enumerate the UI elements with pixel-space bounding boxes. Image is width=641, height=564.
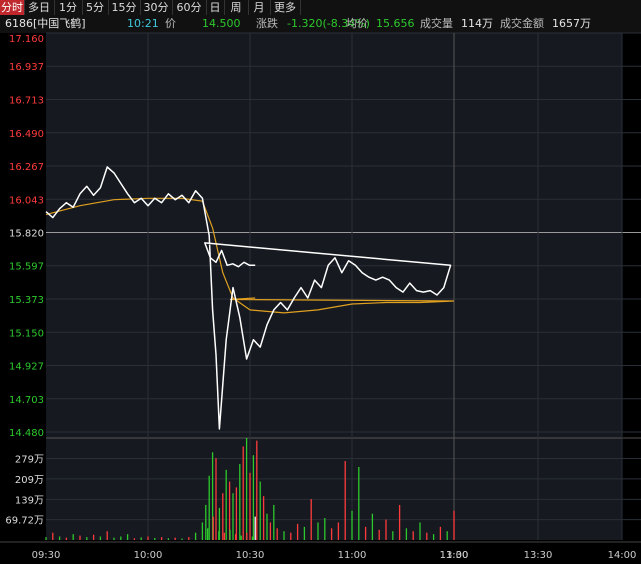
y-tick-label: 15.373: [9, 295, 44, 306]
y-tick-label: 15.150: [9, 328, 44, 339]
x-tick-label: 14:00: [608, 550, 637, 561]
stock-code: 6186: [5, 17, 33, 30]
x-tick-label: 10:30: [236, 550, 265, 561]
tab-0[interactable]: 分时: [0, 0, 25, 15]
x-tick-label: 09:30: [32, 550, 61, 561]
tab-9[interactable]: 月: [248, 0, 271, 15]
tab-5[interactable]: 30分: [140, 0, 173, 15]
y-tick-label: 15.597: [9, 262, 44, 273]
price-label: 价: [165, 17, 176, 30]
turnover-label: 成交金额: [500, 17, 544, 30]
plot-background: [46, 33, 622, 540]
avg-price-value: 15.656: [376, 17, 415, 30]
y-tick-label: 14.480: [9, 428, 44, 439]
y-tick-label: 14.927: [9, 361, 44, 372]
quote-info-bar: 6186 [中国飞鹤] 10:21 价 14.500 涨跌 -1.320(-8.…: [0, 15, 641, 33]
price-line: [45, 166, 452, 430]
y-tick-label: 17.160: [9, 34, 44, 45]
change-value: -1.320(-8.34%): [287, 17, 370, 30]
y-tick-label: 16.267: [9, 162, 44, 173]
tab-1[interactable]: 多日: [24, 0, 55, 15]
y-tick-label: 16.043: [9, 195, 44, 206]
x-tick-label: 11:30: [440, 550, 469, 561]
period-tab-bar: 分时 多日 1分 5分 15分 30分 60分日周月更多: [0, 0, 641, 16]
volume-label: 成交量: [420, 17, 453, 30]
change-label: 涨跌: [256, 17, 278, 30]
tab-3[interactable]: 5分: [82, 0, 109, 15]
stock-name: [中国飞鹤]: [33, 17, 86, 30]
x-tick-label: 11:00: [338, 550, 367, 561]
avg-price-label: 均价: [346, 17, 368, 30]
volume-tick-label: 139万: [15, 495, 44, 506]
tab-2[interactable]: 1分: [54, 0, 83, 15]
x-tick-label: 13:00: [440, 550, 469, 561]
y-tick-label: 15.820: [9, 229, 44, 240]
turnover-value: 1657万: [552, 17, 591, 30]
x-tick-label: 10:00: [134, 550, 163, 561]
tab-10[interactable]: 更多: [270, 0, 301, 15]
volume-tick-label: 209万: [15, 475, 44, 486]
x-tick-label: 13:30: [524, 550, 553, 561]
y-tick-label: 14.703: [9, 395, 44, 406]
y-tick-label: 16.713: [9, 96, 44, 107]
y-tick-label: 16.937: [9, 62, 44, 73]
tab-7[interactable]: 日: [206, 0, 225, 15]
y-tick-label: 16.490: [9, 129, 44, 140]
tab-4[interactable]: 15分: [108, 0, 141, 15]
volume-tick-label: 69.72万: [5, 516, 44, 527]
price-value: 14.500: [202, 17, 241, 30]
volume-tick-label: 279万: [15, 454, 44, 465]
tab-6[interactable]: 60分: [172, 0, 207, 15]
quote-time: 10:21: [127, 17, 159, 30]
tab-8[interactable]: 周: [224, 0, 249, 15]
volume-value: 114万: [461, 17, 493, 30]
